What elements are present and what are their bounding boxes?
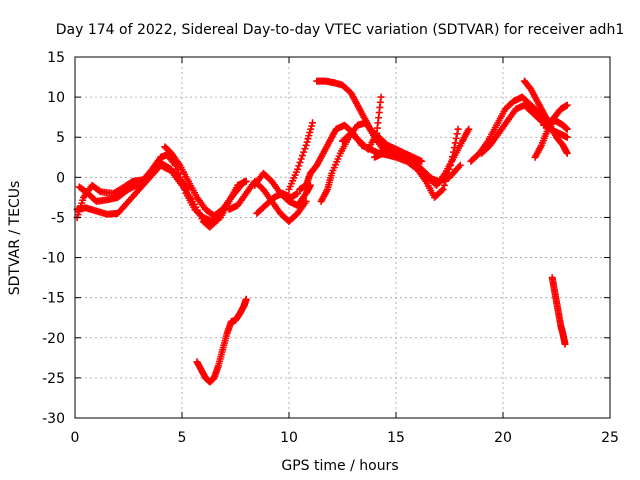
series-track-s bbox=[540, 117, 571, 133]
data-point-plus bbox=[440, 181, 448, 189]
x-tick-label: 15 bbox=[387, 430, 405, 446]
series-track-q bbox=[520, 77, 571, 157]
y-tick-label: -15 bbox=[42, 291, 65, 307]
y-tick-label: -10 bbox=[42, 251, 65, 267]
x-tick-label: 5 bbox=[178, 430, 187, 446]
plot-frame bbox=[74, 56, 611, 419]
data-point-plus bbox=[418, 157, 426, 165]
y-tick-label: 5 bbox=[56, 130, 65, 146]
chart-title: Day 174 of 2022, Sidereal Day-to-day VTE… bbox=[56, 22, 624, 38]
data-point-plus bbox=[302, 197, 310, 205]
data-points bbox=[73, 77, 571, 386]
data-point-plus bbox=[563, 133, 571, 141]
data-point-plus bbox=[294, 165, 302, 173]
x-axis-label: GPS time / hours bbox=[281, 458, 398, 474]
y-tick-label: -25 bbox=[42, 371, 65, 387]
y-tick-label: -20 bbox=[42, 331, 65, 347]
data-point-plus bbox=[465, 125, 473, 133]
data-point-plus bbox=[563, 101, 571, 109]
data-point-plus bbox=[297, 155, 305, 163]
data-point-plus bbox=[305, 132, 313, 140]
y-tick-label: -5 bbox=[51, 210, 65, 226]
series-track-l bbox=[339, 93, 385, 153]
data-point-plus bbox=[294, 189, 302, 197]
data-point-plus bbox=[439, 185, 447, 193]
data-point-plus bbox=[377, 93, 385, 101]
x-tick-label: 25 bbox=[601, 430, 619, 446]
data-point-plus bbox=[296, 158, 304, 166]
data-point-plus bbox=[307, 125, 315, 133]
y-tick-label: 0 bbox=[56, 170, 65, 186]
data-point-plus bbox=[308, 122, 316, 130]
series-track-g bbox=[253, 189, 302, 217]
axis-ticks: 0 5 10 15 20 25 -30 -25 -20 -15 -10 -5 0 5 10 15 bbox=[42, 50, 619, 446]
y-tick-label: 10 bbox=[47, 90, 65, 106]
series-track-t bbox=[193, 295, 250, 386]
data-point-plus bbox=[563, 149, 571, 157]
data-point-plus bbox=[303, 138, 311, 146]
data-point-plus bbox=[438, 187, 446, 195]
data-point-plus bbox=[242, 295, 250, 303]
series-track-k bbox=[313, 77, 426, 165]
data-point-plus bbox=[298, 152, 306, 160]
x-tick-label: 20 bbox=[494, 430, 512, 446]
data-point-plus bbox=[563, 125, 571, 133]
data-point-plus bbox=[456, 161, 464, 169]
x-tick-label: 0 bbox=[71, 430, 80, 446]
series-track-i bbox=[285, 119, 317, 193]
series-track-f bbox=[251, 169, 314, 209]
data-point-plus bbox=[239, 178, 247, 186]
data-point-plus bbox=[301, 145, 309, 153]
data-point-plus bbox=[240, 177, 248, 185]
series-track-d bbox=[161, 143, 248, 220]
series-track-c bbox=[75, 159, 192, 205]
data-point-plus bbox=[304, 135, 312, 143]
data-point-plus bbox=[295, 162, 303, 170]
series-track-p bbox=[478, 101, 571, 157]
data-point-plus bbox=[309, 119, 317, 127]
x-tick-label: 10 bbox=[280, 430, 298, 446]
y-axis-label: SDTVAR / TECUs bbox=[7, 181, 23, 296]
data-point-plus bbox=[561, 340, 569, 348]
y-tick-label: 15 bbox=[47, 50, 65, 66]
series-track-u bbox=[548, 274, 569, 348]
data-point-plus bbox=[302, 141, 310, 149]
series-track-n bbox=[424, 125, 473, 189]
data-point-plus bbox=[300, 148, 308, 156]
data-point-plus bbox=[442, 177, 450, 185]
data-point-plus bbox=[306, 128, 314, 136]
data-point-plus bbox=[452, 134, 460, 142]
y-tick-label: -30 bbox=[42, 411, 65, 427]
data-point-plus bbox=[454, 125, 462, 133]
data-point-plus bbox=[453, 130, 461, 138]
